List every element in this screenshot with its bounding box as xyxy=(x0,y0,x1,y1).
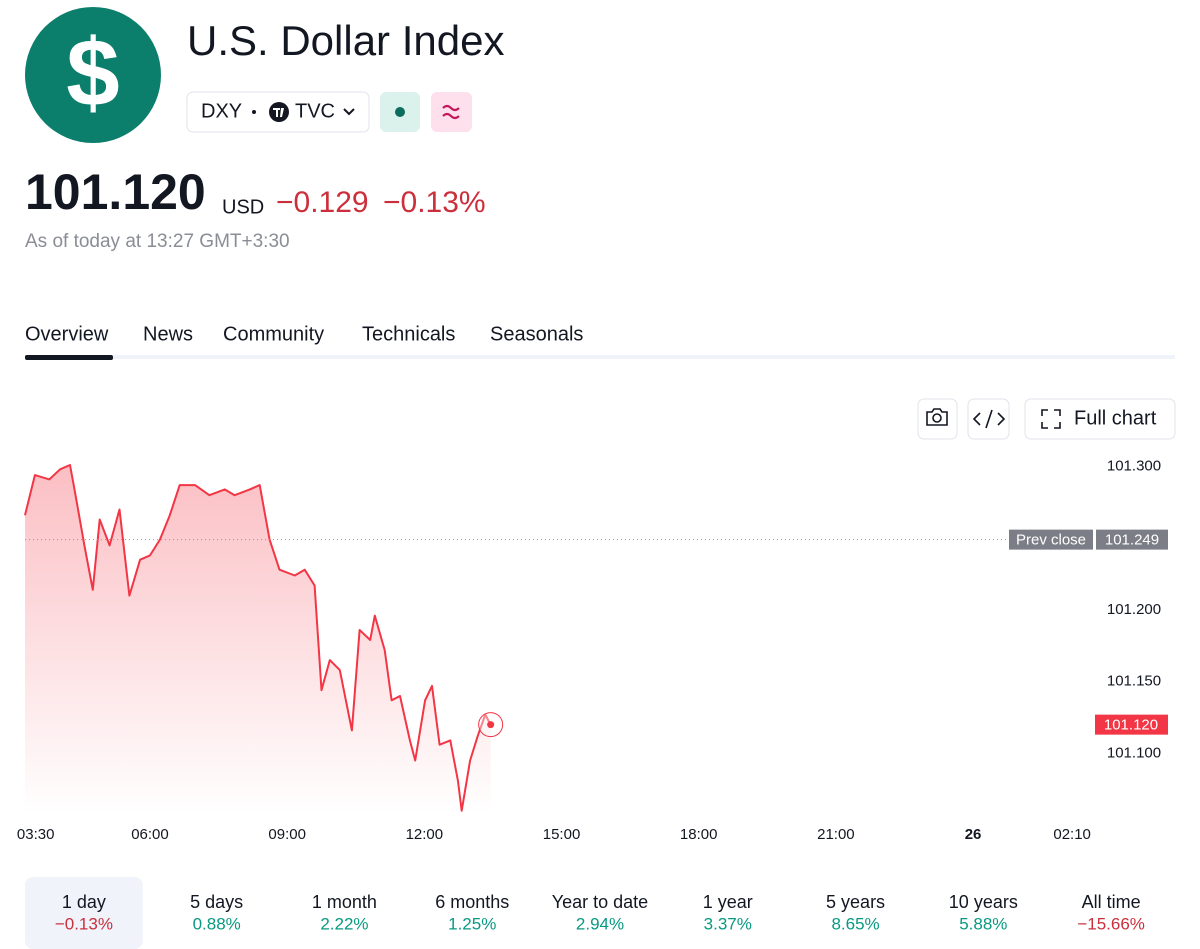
period-change: 2.94% xyxy=(576,914,624,933)
logo xyxy=(25,7,161,143)
delayed-status[interactable] xyxy=(431,92,472,132)
as-of: As of today at 13:27 GMT+3:30 xyxy=(25,231,290,252)
y-tick-label: 101.150 xyxy=(1107,673,1161,690)
tab-indicator xyxy=(25,355,113,360)
tab[interactable]: Overview xyxy=(25,323,109,345)
last-price-tag xyxy=(1095,714,1168,735)
period-label[interactable]: All time xyxy=(1082,892,1141,912)
period-change: 3.37% xyxy=(704,914,752,933)
y-tick-label: 101.100 xyxy=(1107,744,1161,761)
symbol: DXY xyxy=(201,100,242,122)
change-percent: −0.13% xyxy=(383,186,486,219)
x-tick-label: 15:00 xyxy=(543,826,581,843)
fullscreen-icon xyxy=(1041,409,1061,429)
currency: USD xyxy=(222,196,264,218)
change: −0.129 xyxy=(276,186,369,219)
period-label[interactable]: 10 years xyxy=(949,892,1018,912)
area-fill xyxy=(25,465,491,815)
exchange: TVC xyxy=(295,100,335,122)
snapshot-button[interactable] xyxy=(917,398,958,440)
x-tick-label: 18:00 xyxy=(680,826,718,843)
last-price-label: 101.120 xyxy=(1104,717,1158,734)
tab[interactable]: Technicals xyxy=(362,323,455,345)
price-line xyxy=(24,464,492,812)
chevron xyxy=(343,108,355,116)
period-change: 8.65% xyxy=(831,914,879,933)
logo-symbol: $ xyxy=(66,19,119,126)
x-tick-label: 06:00 xyxy=(131,826,169,843)
prev-close-tag xyxy=(1009,529,1093,550)
camera-icon xyxy=(926,408,948,426)
x-tick-label: 26 xyxy=(965,826,982,843)
period-change: −0.13% xyxy=(55,914,113,933)
x-tick-label: 09:00 xyxy=(268,826,306,843)
delayed-icon xyxy=(442,104,460,120)
last-point xyxy=(487,721,495,729)
separator xyxy=(252,110,256,114)
status-dot xyxy=(395,107,405,117)
full-chart-button[interactable] xyxy=(1024,398,1176,440)
periods: 1 day −0.13% 5 days 0.88% 1 month 2.22% 6 mont… xyxy=(25,877,1145,949)
y-tick-label: 101.300 xyxy=(1107,457,1161,474)
title: U.S. Dollar Index xyxy=(187,17,504,64)
period-change: 2.22% xyxy=(320,914,368,933)
period-label[interactable]: 6 months xyxy=(435,892,509,912)
period-label[interactable]: 1 day xyxy=(62,892,106,912)
camera-lens xyxy=(932,413,942,423)
prev-close-value-tag xyxy=(1096,529,1168,550)
period-label[interactable]: 5 days xyxy=(190,892,243,912)
tab[interactable]: Community xyxy=(223,323,324,345)
x-tick-label: 03:30 xyxy=(17,826,55,843)
x-tick-label: 02:10 xyxy=(1053,826,1091,843)
full-chart-label: Full chart xyxy=(1074,407,1157,429)
period-change: −15.66% xyxy=(1077,914,1145,933)
period-label[interactable]: 5 years xyxy=(826,892,885,912)
x-tick-label: 12:00 xyxy=(406,826,444,843)
period-label[interactable]: Year to date xyxy=(552,892,648,912)
tab[interactable]: News xyxy=(143,323,193,345)
chart: 03:30 06:00 09:00 12:00 15:00 18:00 21:00 26 02:… xyxy=(17,457,1168,843)
period-change: 5.88% xyxy=(959,914,1007,933)
tab-rail xyxy=(25,355,1175,359)
period-label[interactable]: 1 month xyxy=(312,892,377,912)
prev-close-value: 101.249 xyxy=(1105,532,1159,549)
period-selected xyxy=(25,877,143,949)
x-tick-label: 21:00 xyxy=(817,826,855,843)
exchange-icon xyxy=(269,102,289,122)
period-change: 0.88% xyxy=(193,914,241,933)
period-label[interactable]: 1 year xyxy=(703,892,753,912)
period-change: 1.25% xyxy=(448,914,496,933)
exchange-icon-glyph xyxy=(273,108,284,117)
code-icon xyxy=(972,409,1006,429)
price: 101.120 xyxy=(25,164,206,220)
prev-close-label: Prev close xyxy=(1016,532,1086,549)
tab[interactable]: Seasonals xyxy=(490,323,583,345)
y-tick-label: 101.200 xyxy=(1107,601,1161,618)
